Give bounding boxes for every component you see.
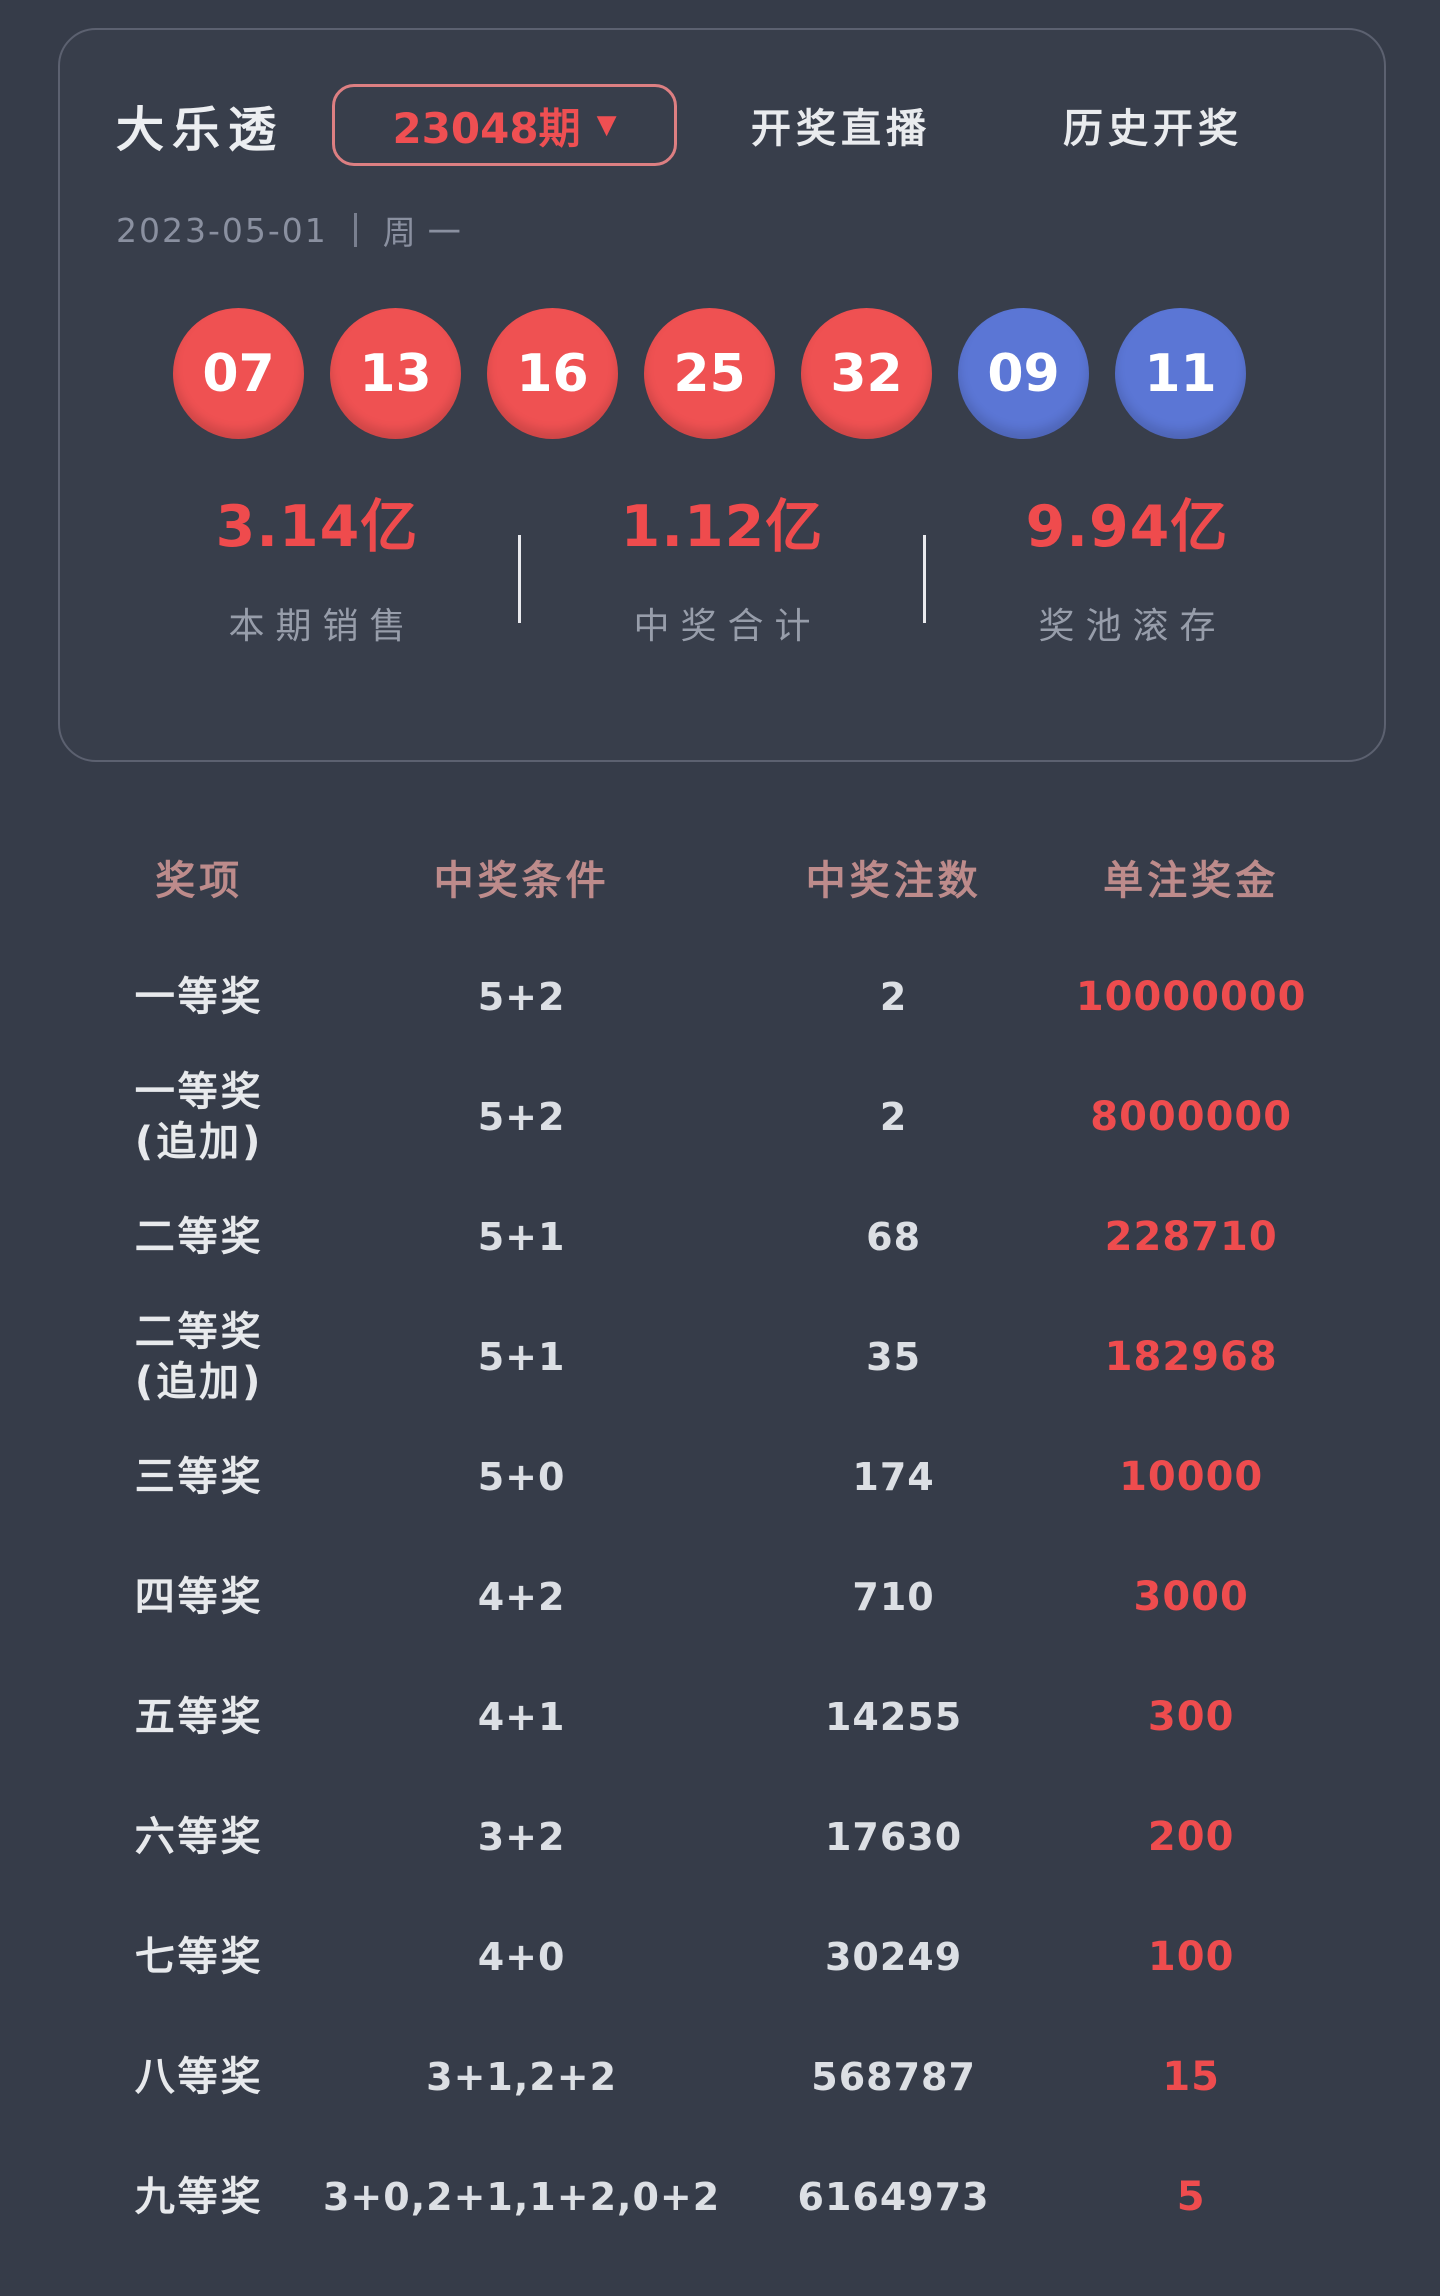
stat-divider	[518, 535, 521, 623]
prize-name: 一等奖(追加)	[134, 1069, 264, 1165]
win-condition: 4+1	[477, 1695, 566, 1739]
win-condition: 3+0,2+1,1+2,0+2	[322, 2175, 721, 2219]
winning-numbers: 07 13 16 25 32 09 11	[173, 308, 1328, 439]
table-row: 三等奖 5+0 174 10000	[100, 1417, 1340, 1537]
prize-name: 二等奖	[134, 1214, 264, 1260]
col-header-prize: 奖项	[155, 858, 244, 904]
prize-amount: 15	[1162, 2054, 1220, 2100]
prize-amount: 8000000	[1090, 1094, 1293, 1140]
front-ball: 13	[330, 308, 461, 439]
stats-row: 3.14亿 本期销售 1.12亿 中奖合计 9.94亿 奖池滚存	[116, 481, 1328, 649]
stat-winnings-label: 中奖合计	[633, 606, 822, 647]
win-condition: 5+0	[477, 1455, 566, 1499]
stat-sales-value: 3.14亿	[215, 494, 419, 560]
draw-date: 2023-05-01	[116, 210, 328, 250]
winner-count: 568787	[811, 2055, 976, 2099]
winner-count: 710	[852, 1575, 935, 1619]
stat-sales: 3.14亿 本期销售	[116, 481, 518, 649]
win-condition: 3+1,2+2	[426, 2055, 618, 2099]
table-row: 九等奖 3+0,2+1,1+2,0+2 6164973 5	[100, 2137, 1340, 2257]
win-condition: 5+2	[477, 1095, 566, 1139]
draw-result-card: 大乐透 23048期 ▼ 开奖直播 历史开奖 2023-05-01 周一 07 1…	[58, 28, 1386, 762]
prize-amount: 182968	[1104, 1334, 1278, 1380]
prize-name: 九等奖	[134, 2174, 264, 2220]
period-label: 23048期	[392, 103, 581, 153]
stat-winnings-value: 1.12亿	[620, 494, 824, 560]
draw-date-row: 2023-05-01 周一	[116, 206, 1328, 254]
prize-amount: 10000000	[1075, 974, 1307, 1020]
win-condition: 3+2	[477, 1815, 566, 1859]
back-ball: 11	[1115, 308, 1246, 439]
draw-weekday: 周一	[382, 213, 473, 252]
table-row: 一等奖(追加) 5+2 2 8000000	[100, 1057, 1340, 1177]
period-selector[interactable]: 23048期 ▼	[332, 84, 678, 166]
prize-name: 二等奖(追加)	[134, 1309, 264, 1405]
stat-jackpot-label: 奖池滚存	[1038, 606, 1227, 647]
prize-amount: 200	[1147, 1814, 1235, 1860]
win-condition: 5+2	[477, 975, 566, 1019]
table-row: 二等奖 5+1 68 228710	[100, 1177, 1340, 1297]
winner-count: 174	[852, 1455, 935, 1499]
prize-name: 三等奖	[134, 1454, 264, 1500]
col-header-count: 中奖注数	[805, 858, 982, 904]
card-header: 大乐透 23048期 ▼ 开奖直播 历史开奖	[116, 84, 1328, 166]
table-row: 八等奖 3+1,2+2 568787 15	[100, 2017, 1340, 2137]
table-row: 一等奖 5+2 2 10000000	[100, 937, 1340, 1057]
prize-amount: 100	[1147, 1934, 1235, 1980]
winner-count: 6164973	[797, 2175, 990, 2219]
stat-winnings: 1.12亿 中奖合计	[521, 481, 923, 649]
stat-sales-label: 本期销售	[228, 606, 417, 647]
table-row: 五等奖 4+1 14255 300	[100, 1657, 1340, 1777]
win-condition: 4+2	[477, 1575, 566, 1619]
win-condition: 5+1	[477, 1335, 566, 1379]
chevron-down-icon: ▼	[596, 110, 617, 140]
front-ball: 07	[173, 308, 304, 439]
stat-jackpot-value: 9.94亿	[1025, 494, 1229, 560]
front-ball: 25	[644, 308, 775, 439]
prize-table: 奖项 中奖条件 中奖注数 单注奖金 一等奖 5+2 2 10000000 一等奖…	[100, 817, 1340, 2257]
prize-table-header: 奖项 中奖条件 中奖注数 单注奖金	[100, 817, 1340, 937]
prize-amount: 300	[1147, 1694, 1235, 1740]
prize-name: 五等奖	[134, 1694, 264, 1740]
win-condition: 5+1	[477, 1215, 566, 1259]
back-ball: 09	[958, 308, 1089, 439]
winner-count: 14255	[824, 1695, 963, 1739]
table-row: 七等奖 4+0 30249 100	[100, 1897, 1340, 2017]
col-header-condition: 中奖条件	[433, 858, 610, 904]
table-row: 四等奖 4+2 710 3000	[100, 1537, 1340, 1657]
prize-name: 六等奖	[134, 1814, 264, 1860]
table-row: 六等奖 3+2 17630 200	[100, 1777, 1340, 1897]
table-row: 二等奖(追加) 5+1 35 182968	[100, 1297, 1340, 1417]
prize-amount: 228710	[1104, 1214, 1278, 1260]
stat-divider	[923, 535, 926, 623]
prize-name: 八等奖	[134, 2054, 264, 2100]
win-condition: 4+0	[477, 1935, 566, 1979]
winner-count: 2	[879, 1095, 908, 1139]
prize-amount: 5	[1176, 2174, 1206, 2220]
prize-amount: 10000	[1119, 1454, 1264, 1500]
winner-count: 2	[879, 975, 908, 1019]
front-ball: 16	[487, 308, 618, 439]
prize-amount: 3000	[1133, 1574, 1249, 1620]
winner-count: 30249	[824, 1935, 963, 1979]
winner-count: 35	[866, 1335, 922, 1379]
front-ball: 32	[801, 308, 932, 439]
prize-name: 一等奖	[134, 974, 264, 1020]
stat-jackpot: 9.94亿 奖池滚存	[926, 481, 1328, 649]
live-draw-link[interactable]: 开奖直播	[751, 106, 932, 152]
col-header-amount: 单注奖金	[1103, 858, 1280, 904]
lottery-title: 大乐透	[116, 102, 285, 158]
prize-table-body: 一等奖 5+2 2 10000000 一等奖(追加) 5+2 2 8000000…	[100, 937, 1340, 2257]
prize-name: 七等奖	[134, 1934, 264, 1980]
history-draw-link[interactable]: 历史开奖	[1063, 106, 1244, 152]
date-divider	[353, 213, 357, 247]
winner-count: 17630	[824, 1815, 963, 1859]
prize-name: 四等奖	[134, 1574, 264, 1620]
winner-count: 68	[866, 1215, 922, 1259]
